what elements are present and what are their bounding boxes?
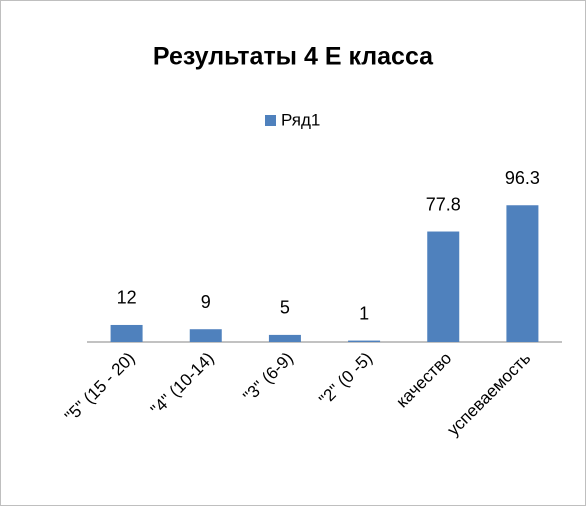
bar <box>427 231 460 342</box>
bar <box>268 334 301 342</box>
bar <box>189 329 222 342</box>
legend-swatch <box>265 115 276 126</box>
data-label: 5 <box>280 298 290 318</box>
data-label: 96.3 <box>505 168 540 188</box>
data-label: 12 <box>117 288 137 308</box>
bar <box>506 205 539 342</box>
data-label: 9 <box>201 292 211 312</box>
bar <box>348 340 381 342</box>
legend-label: Ряд1 <box>281 110 320 129</box>
bar <box>110 324 143 342</box>
chart-title: Результаты 4 Е класса <box>153 43 434 71</box>
data-label: 1 <box>359 303 369 323</box>
data-label: 77.8 <box>426 194 461 214</box>
